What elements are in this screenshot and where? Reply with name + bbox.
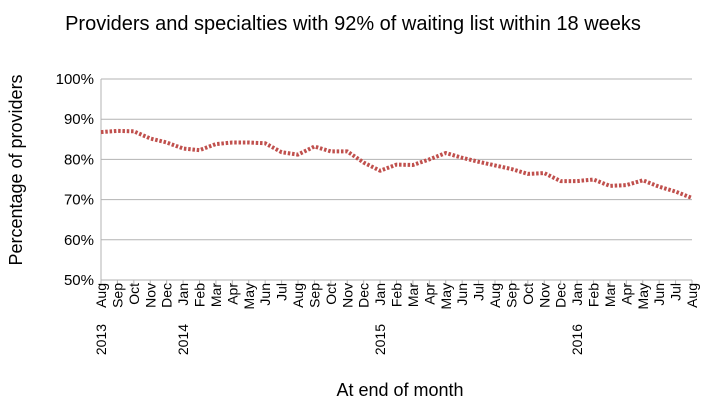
x-tick-label: Jul bbox=[668, 283, 684, 301]
x-tick-label: Feb bbox=[586, 283, 602, 307]
series-line bbox=[100, 128, 693, 200]
y-tick-label: 100% bbox=[56, 71, 94, 88]
x-tick-label: Aug bbox=[290, 283, 306, 308]
x-tick-label: Dec bbox=[553, 283, 569, 308]
x-tick-label: Mar bbox=[208, 283, 224, 307]
x-axis-ticks: Aug Sep Oct Nov Dec Jan Feb Mar Apr May Jun Jul Aug S… bbox=[93, 280, 700, 355]
x-year-label: 2013 bbox=[93, 324, 109, 355]
x-tick-label: Apr bbox=[224, 283, 240, 305]
x-tick-label: Sep bbox=[503, 283, 519, 308]
y-tick-label: 50% bbox=[64, 272, 94, 289]
y-tick-label: 80% bbox=[64, 151, 94, 168]
x-tick-label: Jun bbox=[257, 283, 273, 306]
x-tick-label: Dec bbox=[159, 283, 175, 308]
x-tick-label: Jul bbox=[274, 283, 290, 301]
gridlines bbox=[100, 78, 692, 281]
y-axis-title: Percentage of providers bbox=[6, 74, 26, 265]
x-tick-label: Jan bbox=[372, 283, 388, 306]
x-axis-title: At end of month bbox=[336, 380, 463, 400]
y-tick-label: 60% bbox=[64, 232, 94, 249]
x-tick-label: Sep bbox=[306, 283, 322, 308]
x-tick-label: Feb bbox=[192, 283, 208, 307]
series-layer bbox=[100, 128, 693, 200]
x-tick-label: Oct bbox=[126, 283, 142, 305]
x-tick-label: Feb bbox=[389, 283, 405, 307]
x-tick-label: May bbox=[635, 283, 651, 309]
x-tick-label: Nov bbox=[142, 283, 158, 308]
x-tick-label: Oct bbox=[323, 283, 339, 305]
x-year-label: 2014 bbox=[175, 324, 191, 355]
y-tick-label: 70% bbox=[64, 192, 94, 209]
y-tick-label: 90% bbox=[64, 111, 94, 128]
x-year-label: 2016 bbox=[569, 324, 585, 355]
x-tick-label: Sep bbox=[109, 283, 125, 308]
x-tick-label: Aug bbox=[93, 283, 109, 308]
x-tick-label: Dec bbox=[356, 283, 372, 308]
x-tick-label: Jul bbox=[471, 283, 487, 301]
chart-title: Providers and specialties with 92% of wa… bbox=[65, 13, 641, 35]
x-tick-label: Jan bbox=[569, 283, 585, 306]
x-tick-label: Mar bbox=[602, 283, 618, 307]
x-tick-label: Mar bbox=[405, 283, 421, 307]
x-tick-label: Apr bbox=[421, 283, 437, 305]
x-tick-label: Aug bbox=[684, 283, 700, 308]
x-tick-label: Nov bbox=[339, 283, 355, 308]
x-tick-label: Jun bbox=[454, 283, 470, 306]
x-tick-label: Jan bbox=[175, 283, 191, 306]
x-tick-label: Nov bbox=[536, 283, 552, 308]
x-tick-label: May bbox=[438, 283, 454, 309]
y-axis-ticks: 50% 60% 70% 80% 90% 100% bbox=[56, 71, 94, 289]
x-tick-label: Apr bbox=[618, 283, 634, 305]
x-tick-label: May bbox=[241, 283, 257, 309]
x-tick-label: Oct bbox=[520, 283, 536, 305]
x-tick-label: Aug bbox=[487, 283, 503, 308]
x-year-label: 2015 bbox=[372, 324, 388, 355]
x-tick-label: Jun bbox=[651, 283, 667, 306]
